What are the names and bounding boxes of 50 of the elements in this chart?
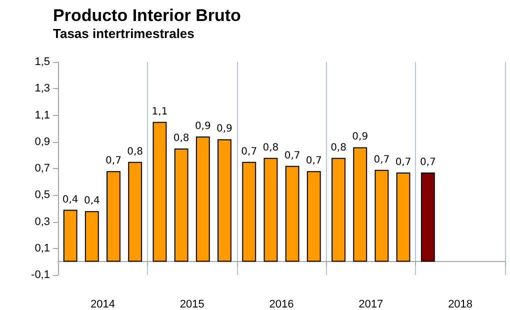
chart-title: Producto Interior Bruto [53,6,241,25]
y-tick-label: -0,1 [31,269,50,281]
bar [242,162,256,262]
bar [196,136,210,262]
bar [420,172,435,262]
bar [374,170,389,262]
data-label: 0,4 [62,194,78,206]
data-label: 0,8 [173,133,190,144]
bar [152,122,167,262]
data-label: 0,8 [262,142,279,154]
data-label: 0,9 [194,121,211,132]
bar [285,166,300,262]
y-tick-label: 0,7 [34,162,50,174]
bar [332,158,346,262]
bar [218,139,232,262]
y-tick-label: 1,1 [34,109,50,122]
bar [84,211,99,262]
y-tick-label: 0,3 [34,216,50,228]
data-label: 0,7 [374,154,390,166]
data-label: 0,7 [306,156,322,167]
bar [128,162,142,262]
bar [106,171,120,262]
data-label: 0,9 [216,124,232,135]
data-label: 0,7 [241,146,258,158]
y-tick-label: 1,3 [34,82,50,95]
bar [63,210,78,262]
data-label: 0,7 [420,156,436,168]
y-tick-label: 0,1 [34,242,50,254]
bar [353,147,368,262]
bar [306,171,321,262]
y-tick-label: 0,9 [34,136,50,148]
data-label: 0,7 [106,156,122,167]
y-tick-label: 0,5 [34,189,50,202]
data-label: 0,7 [395,156,412,168]
data-label: 0,7 [284,150,300,162]
data-label: 1,1 [152,106,168,118]
chart-subtitle: Tasas intertrimestrales [53,26,194,41]
bar [174,148,188,262]
x-tick-label: 2018 [448,298,473,310]
data-label: 0,8 [127,146,144,158]
bar [264,158,278,262]
y-tick-label: 1,5 [34,56,50,68]
data-label: 0,8 [330,142,346,154]
x-tick-label: 2015 [180,298,204,310]
data-label: 0,4 [84,196,100,207]
x-tick-label: 2017 [358,298,384,310]
data-label: 0,9 [352,132,368,143]
x-tick-label: 2014 [90,298,115,310]
bar [396,172,410,262]
x-tick-label: 2016 [269,298,294,310]
